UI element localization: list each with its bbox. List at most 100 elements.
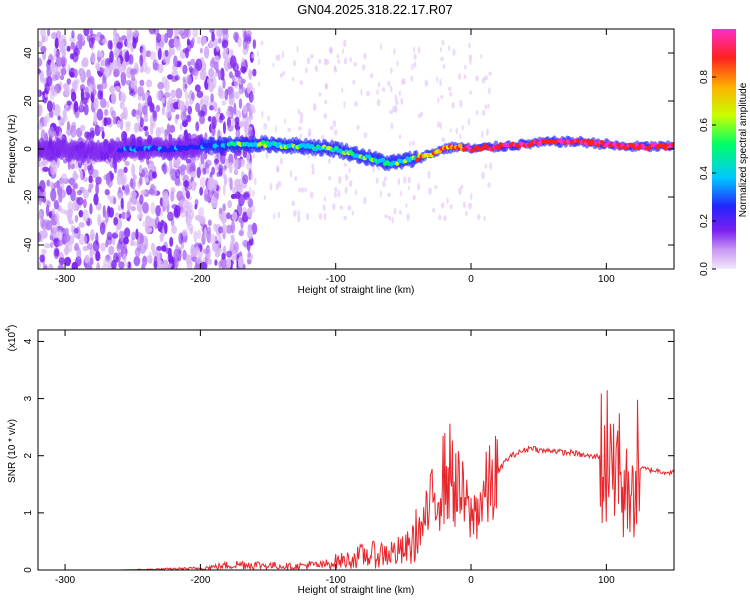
spectrogram-cell [318, 213, 323, 220]
spectrogram-cell [483, 216, 486, 221]
spectrogram-cell [76, 190, 83, 196]
spectrogram-cell [155, 43, 160, 51]
spectrogram-cell [251, 205, 256, 213]
spectrogram-cell [432, 207, 436, 213]
spectrogram-cell [261, 140, 266, 145]
spectrogram-cell [214, 158, 220, 164]
spectrogram-cell [47, 29, 51, 37]
spectrogram-cell [195, 102, 201, 113]
spectrogram-cell [174, 29, 179, 38]
spectrogram-cell [157, 63, 164, 74]
spectrogram-cell [383, 176, 387, 181]
spectrogram-cell [441, 39, 445, 46]
spectrogram-cell [168, 257, 174, 264]
spectrogram-cell [104, 188, 110, 196]
spectrogram-cell [484, 104, 488, 110]
spectrogram-cell [73, 100, 79, 113]
spectrogram-cell [242, 46, 249, 56]
spectrogram-cell [387, 80, 391, 87]
spectrogram-cell [110, 92, 117, 105]
spectrogram-cell [69, 53, 75, 60]
spectrogram-cell [70, 41, 75, 50]
spectrogram-cell [52, 227, 60, 239]
spectrogram-cell [92, 240, 100, 252]
spectrogram-cell [58, 257, 66, 266]
spectrogram-cell [118, 213, 122, 219]
spectrogram-cell [348, 180, 353, 187]
spectrogram-cell [294, 176, 298, 182]
spectrogram-cell [139, 194, 144, 205]
snr-multiplier-exp: 4 [5, 328, 12, 332]
spectrogram-cell [152, 110, 158, 122]
spectrogram-cell [195, 58, 203, 72]
spectrogram-cell [111, 110, 117, 119]
spectrogram-cell [45, 204, 50, 217]
spectrogram-cell [159, 232, 164, 242]
spectrogram-cell [480, 53, 483, 59]
spectrogram-cell [157, 81, 165, 90]
spectrogram-cell [96, 84, 102, 90]
spectrogram-cell [449, 204, 453, 210]
spectrogram-cell [203, 227, 208, 240]
spectrogram-cell [341, 87, 344, 94]
spectrogram-cell [64, 245, 69, 256]
spectrogram-cell [275, 54, 278, 61]
spectrogram-cell [96, 108, 104, 121]
spectrogram-cell [318, 92, 322, 97]
spectrogram-cell [38, 40, 43, 48]
spectrogram-cell [74, 214, 79, 223]
spectrogram-cell [236, 203, 243, 217]
spectrogram-cell [115, 223, 119, 235]
spectrogram-cell [184, 29, 190, 38]
spectrogram-cell [109, 50, 114, 63]
spectrogram-cell [390, 67, 393, 74]
spectrogram-cell [289, 169, 293, 178]
spectrogram-cell [409, 140, 412, 147]
spectrogram-cell [135, 228, 139, 240]
spectrogram-cell [82, 189, 89, 199]
spectrogram-cell [123, 227, 131, 238]
spectrogram-cell [377, 81, 381, 88]
spectrogram-cell [434, 185, 438, 190]
spectrogram-cell [199, 98, 204, 108]
spectrogram-cell [208, 81, 215, 93]
spectrogram-cell [660, 142, 666, 148]
spectrogram-cell [187, 105, 193, 115]
spectrogram-cell [297, 215, 301, 223]
spectrogram-cell [397, 178, 401, 186]
spectrogram-cell [192, 29, 199, 38]
spectrogram-cell [52, 101, 56, 111]
spectrogram-cell [452, 48, 456, 56]
spectrogram-cell [199, 215, 206, 227]
spectrogram-cell [284, 118, 287, 124]
spectrogram-cell [118, 230, 123, 243]
colorbar-tick-label: 0.0 [699, 262, 710, 276]
spectrogram-y-tick-label: -40 [23, 237, 34, 252]
snr-x-tick-label: -300 [55, 575, 75, 586]
spectrogram-cell [200, 261, 208, 269]
spectrogram-cell [376, 89, 379, 95]
snr-y-tick-label: 3 [23, 395, 34, 401]
spectrogram-cell [41, 248, 47, 254]
spectrogram-cell [210, 93, 214, 103]
spectrogram-cell [43, 264, 48, 269]
spectrogram-cell [467, 117, 471, 126]
spectrogram-cell [481, 77, 486, 84]
spectrogram-cell [185, 162, 193, 175]
spectrogram-cell [86, 242, 93, 250]
spectrogram-cell [106, 231, 113, 241]
spectrogram-cell [112, 196, 117, 205]
spectrogram-cell [38, 89, 41, 97]
spectrogram-cell [38, 68, 42, 74]
spectrogram-cell [130, 68, 138, 74]
spectrogram-cell [281, 50, 285, 59]
spectrogram-cell [82, 209, 89, 223]
spectrogram-cell [53, 104, 61, 117]
spectrogram-cell [101, 130, 105, 140]
spectrogram-cell [222, 184, 226, 196]
spectrogram-cell [102, 205, 106, 218]
spectrogram-cell [217, 247, 222, 254]
spectrogram-y-tick-label: 40 [23, 47, 34, 59]
spectrogram-cell [204, 162, 209, 170]
